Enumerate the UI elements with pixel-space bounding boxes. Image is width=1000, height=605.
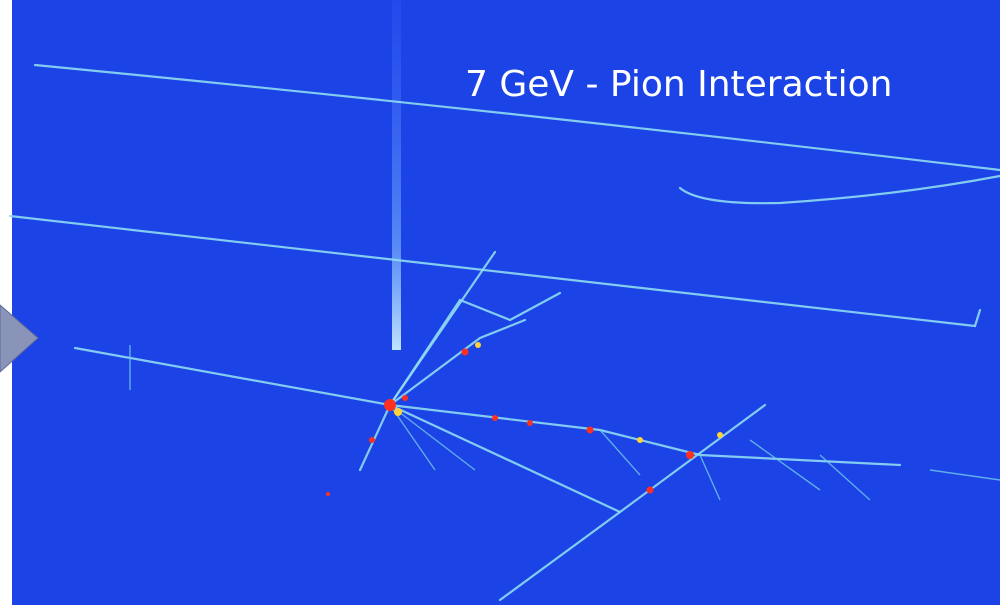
deposit (326, 492, 330, 496)
deposit (527, 420, 533, 426)
deposit (475, 342, 481, 348)
beam-trace (392, 0, 401, 350)
deposit (394, 408, 402, 416)
deposit (462, 349, 469, 356)
deposit (647, 487, 654, 494)
event-title: 7 GeV - Pion Interaction (465, 64, 892, 105)
deposit (717, 432, 723, 438)
deposit (587, 427, 594, 434)
event-display: 7 GeV - Pion Interaction (0, 0, 1000, 605)
page: 7 GeV - Pion Interaction (() => { const … (0, 0, 1000, 605)
deposit (686, 451, 694, 459)
deposit (492, 415, 498, 421)
deposit (637, 437, 643, 443)
left-margin (0, 0, 12, 605)
deposit (402, 395, 408, 401)
deposit (384, 399, 396, 411)
deposit (369, 437, 375, 443)
